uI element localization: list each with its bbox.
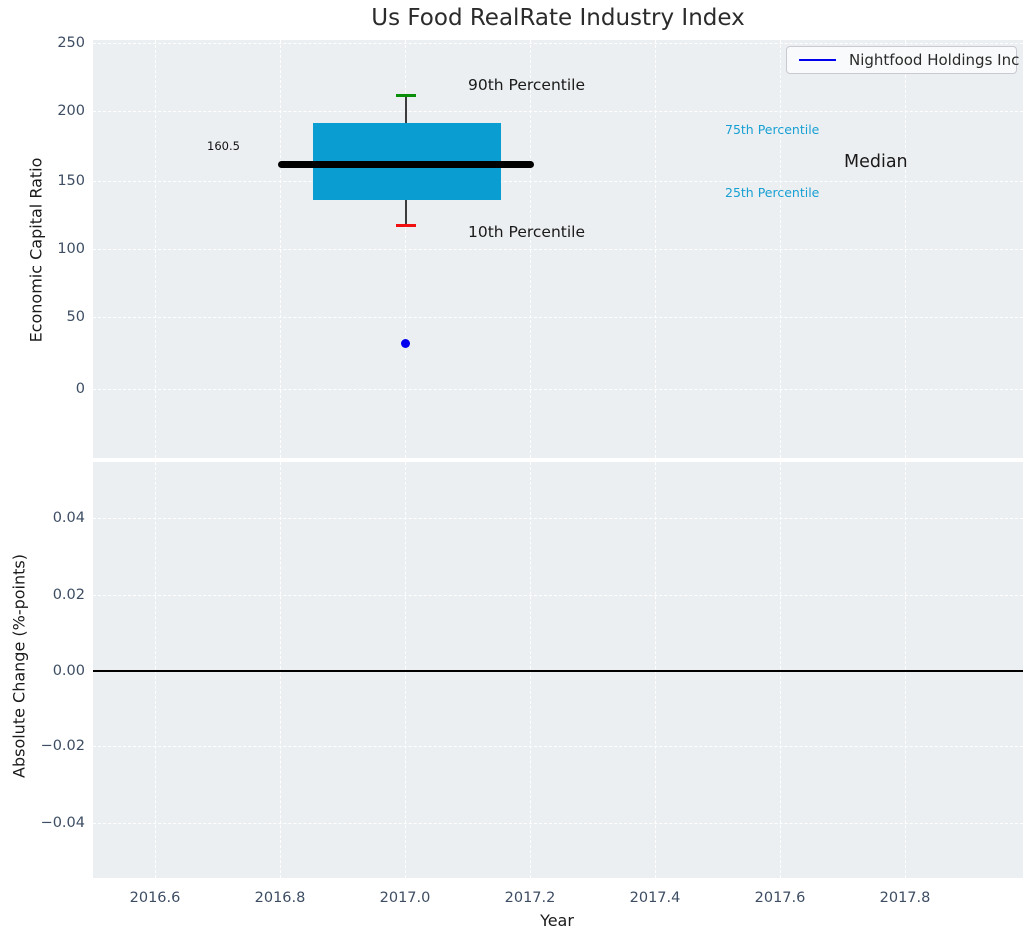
top-y-axis-label: Economic Capital Ratio xyxy=(26,157,46,343)
xtick: 2017.8 xyxy=(879,890,931,906)
annotation-25th-percentile: 25th Percentile xyxy=(725,185,820,200)
annotation-median: Median xyxy=(844,152,908,172)
grid-line xyxy=(93,518,1023,519)
grid-line xyxy=(93,823,1023,824)
grid-line xyxy=(93,389,1023,390)
legend-line-sample xyxy=(799,59,836,61)
grid-line xyxy=(93,249,1023,250)
ytick-top: 250 xyxy=(57,35,85,51)
xtick: 2017.0 xyxy=(379,890,431,906)
ytick-top: 150 xyxy=(57,173,85,189)
grid-line xyxy=(93,595,1023,596)
zero-reference-line xyxy=(93,670,1023,672)
median-line xyxy=(278,161,534,168)
p10-cap xyxy=(396,224,416,227)
chart-title: Us Food RealRate Industry Index xyxy=(371,5,745,31)
company-data-point xyxy=(401,339,410,348)
bottom-y-axis-label: Absolute Change (%-points) xyxy=(9,554,29,778)
ytick-bottom: −0.02 xyxy=(40,738,85,754)
p90-cap xyxy=(396,94,416,97)
xtick: 2016.6 xyxy=(129,890,181,906)
ytick-top: 100 xyxy=(57,241,85,257)
top-plot-area: 160.5 90th Percentile 75th Percentile Me… xyxy=(93,40,1023,458)
ytick-bottom: 0.04 xyxy=(52,510,85,526)
ytick-bottom: 0.00 xyxy=(52,663,85,679)
annotation-10th-percentile: 10th Percentile xyxy=(468,223,586,241)
legend-label: Nightfood Holdings Inc xyxy=(849,51,1020,69)
annotation-90th-percentile: 90th Percentile xyxy=(468,76,586,94)
xtick: 2017.2 xyxy=(504,890,556,906)
grid-line xyxy=(93,111,1023,112)
xtick: 2017.6 xyxy=(754,890,806,906)
ytick-top: 0 xyxy=(75,381,85,397)
ytick-bottom: 0.02 xyxy=(52,587,85,603)
xtick: 2016.8 xyxy=(254,890,306,906)
grid-line xyxy=(93,43,1023,44)
median-value-label: 160.5 xyxy=(207,139,240,153)
x-axis-label: Year xyxy=(540,911,574,930)
ytick-top: 200 xyxy=(57,103,85,119)
grid-line xyxy=(93,317,1023,318)
bottom-plot-area xyxy=(93,462,1023,878)
xtick: 2017.4 xyxy=(629,890,681,906)
legend: Nightfood Holdings Inc xyxy=(786,46,1020,74)
ytick-top: 50 xyxy=(66,309,85,325)
annotation-75th-percentile: 75th Percentile xyxy=(725,122,820,137)
grid-line xyxy=(93,746,1023,747)
grid-line xyxy=(93,181,1023,182)
ytick-bottom: −0.04 xyxy=(40,815,85,831)
